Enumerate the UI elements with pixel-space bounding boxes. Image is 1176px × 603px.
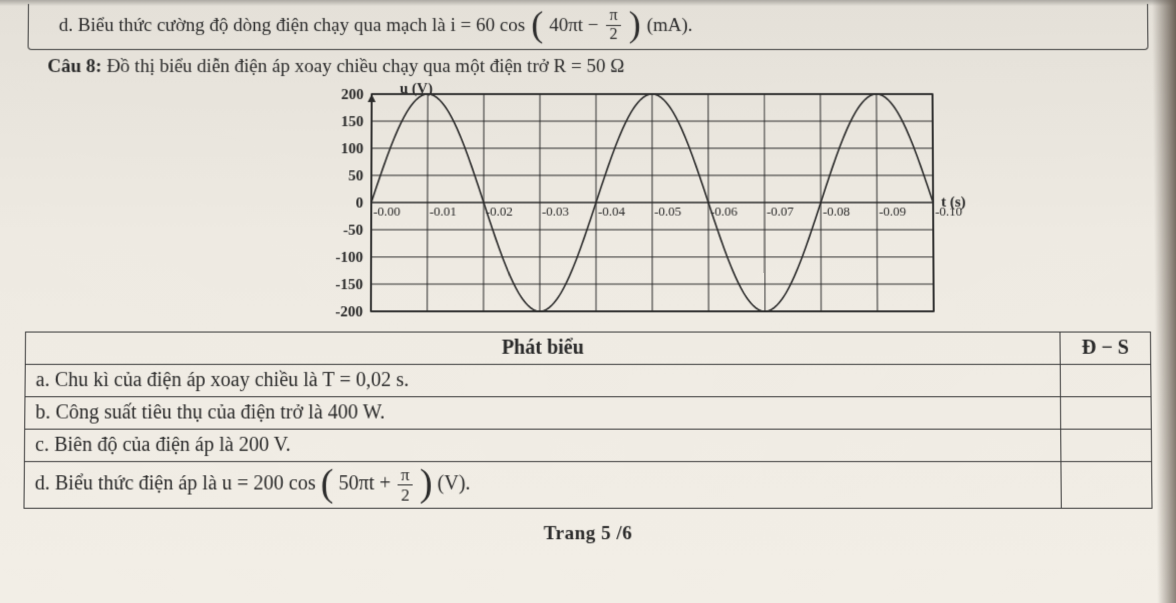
svg-text:u (V): u (V) <box>400 81 433 97</box>
statement-b: b. Công suất tiêu thụ của điện trở là 40… <box>25 397 1061 429</box>
svg-text:-0.02: -0.02 <box>486 204 513 219</box>
col-ds: Đ − S <box>1060 332 1151 364</box>
statement-d-suffix: (V). <box>437 473 470 495</box>
statement-d-prefix: d. Biểu thức điện áp là u = 200 cos <box>35 473 316 495</box>
table-row: d. Biểu thức điện áp là u = 200 cos ( 50… <box>24 462 1152 509</box>
close-paren-icon: ) <box>420 462 433 505</box>
statement-d-inside: 50πt + <box>338 473 390 495</box>
frac-den: 2 <box>610 26 618 43</box>
table-row: b. Công suất tiêu thụ của điện trở là 40… <box>25 397 1152 429</box>
col-statement: Phát biểu <box>25 332 1060 364</box>
question-text: Đồ thị biểu diễn điện áp xoay chiều chạy… <box>107 56 625 77</box>
worksheet-page: d. Biểu thức cường độ dòng điện chạy qua… <box>0 0 1176 603</box>
svg-text:-0.03: -0.03 <box>542 204 569 219</box>
table-header-row: Phát biểu Đ − S <box>25 332 1150 364</box>
statement-a: a. Chu kì của điện áp xoay chiều là T = … <box>25 365 1060 397</box>
svg-text:-0.06: -0.06 <box>710 204 738 219</box>
svg-text:0: 0 <box>356 196 364 212</box>
svg-text:-0.05: -0.05 <box>654 204 681 219</box>
prev-question-option-d: d. Biểu thức cường độ dòng điện chạy qua… <box>28 4 1149 50</box>
svg-text:-200: -200 <box>335 305 363 321</box>
fraction: π 2 <box>398 466 413 504</box>
voltage-chart: -0.00 -0.01 -0.02 -0.03 -0.04 -0.05 -0.06 -0.07… <box>146 80 1151 334</box>
svg-text:-150: -150 <box>335 277 363 293</box>
svg-text:-0.04: -0.04 <box>598 204 626 219</box>
answer-cell[interactable] <box>1061 429 1152 461</box>
prev-d-inside: 40πt − <box>549 15 598 37</box>
answer-cell[interactable] <box>1060 365 1151 397</box>
svg-text:-0.08: -0.08 <box>823 204 850 219</box>
frac-num: π <box>398 466 413 485</box>
answer-cell[interactable] <box>1060 397 1151 429</box>
photo-edge-right <box>1152 0 1176 603</box>
statements-table: Phát biểu Đ − S a. Chu kì của điện áp xo… <box>23 332 1152 509</box>
statement-d: d. Biểu thức điện áp là u = 200 cos ( 50… <box>24 462 1061 509</box>
svg-text:-0.00: -0.00 <box>373 204 400 219</box>
fraction: π 2 <box>606 8 620 43</box>
frac-den: 2 <box>401 486 410 504</box>
table-row: a. Chu kì của điện áp xoay chiều là T = … <box>25 365 1151 397</box>
page-footer: Trang 5 /6 <box>23 523 1153 545</box>
prev-d-text: d. Biểu thức cường độ dòng điện chạy qua… <box>59 15 525 37</box>
table-row: c. Biên độ của điện áp là 200 V. <box>24 429 1151 461</box>
question-8-heading: Câu 8: Đồ thị biểu diễn điện áp xoay chi… <box>47 56 1144 78</box>
svg-text:200: 200 <box>341 87 364 103</box>
question-label: Câu 8: <box>47 56 102 77</box>
svg-text:100: 100 <box>341 142 364 158</box>
statement-c: c. Biên độ của điện áp là 200 V. <box>24 429 1061 461</box>
photo-edge-top <box>0 0 1176 6</box>
svg-text:-50: -50 <box>343 223 363 239</box>
svg-text:-0.01: -0.01 <box>429 204 456 219</box>
svg-text:-0.09: -0.09 <box>879 204 906 219</box>
svg-text:-100: -100 <box>335 250 363 266</box>
svg-text:50: 50 <box>348 169 363 185</box>
svg-text:150: 150 <box>341 114 364 130</box>
svg-text:-0.07: -0.07 <box>767 204 795 219</box>
answer-cell[interactable] <box>1061 462 1152 509</box>
frac-num: π <box>606 8 620 26</box>
prev-d-suffix: (mA). <box>647 15 693 37</box>
chart-svg: -0.00 -0.01 -0.02 -0.03 -0.04 -0.05 -0.06 -0.07… <box>296 80 1000 334</box>
svg-text:t (s): t (s) <box>941 195 966 211</box>
open-paren-icon: ( <box>321 462 334 505</box>
